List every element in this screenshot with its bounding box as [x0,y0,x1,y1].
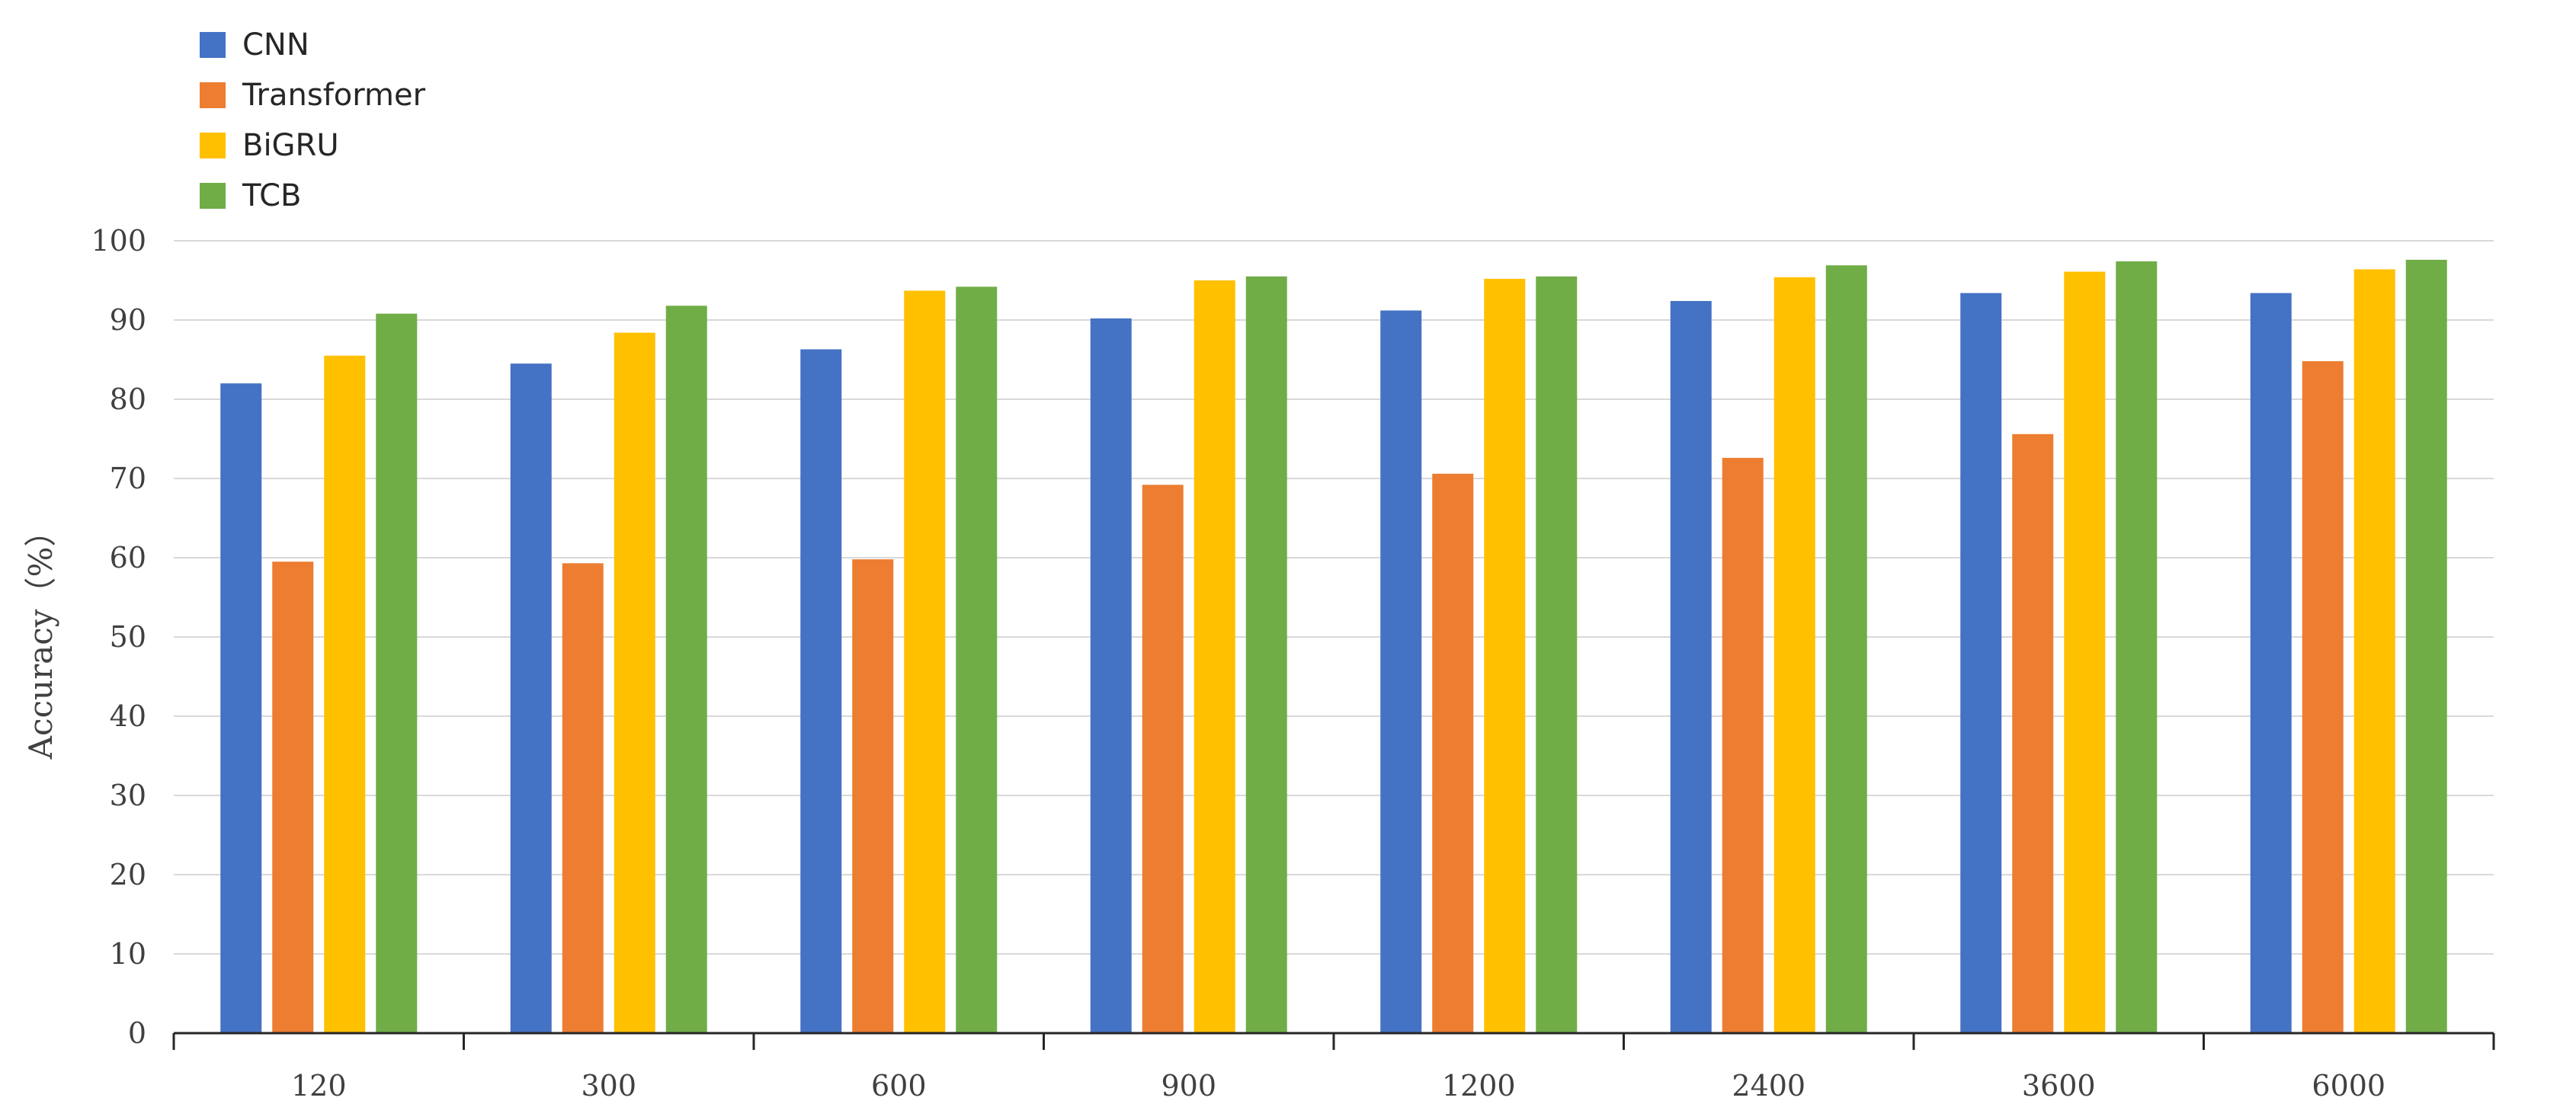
y-tick-label: 40 [110,699,146,733]
bar-transformer-6000 [2302,361,2344,1034]
legend-label: Transformer [242,78,426,113]
x-tick-label: 600 [871,1069,927,1102]
bar-transformer-1200 [1432,473,1474,1033]
bar-cnn-120 [220,383,262,1033]
legend-item-cnn: CNN [200,20,425,70]
y-tick-label: 100 [91,224,146,258]
legend-swatch [200,82,226,108]
bar-transformer-300 [562,563,604,1033]
legend-item-transformer: Transformer [200,70,425,120]
bar-tcb-900 [1245,276,1287,1033]
bar-tcb-600 [956,286,998,1033]
bar-cnn-600 [800,349,842,1034]
legend-swatch [200,133,226,158]
bar-bigru-120 [324,355,366,1033]
bar-bigru-300 [614,332,655,1033]
bar-cnn-1200 [1380,310,1422,1033]
bar-bigru-6000 [2353,269,2395,1033]
y-tick-label: 70 [110,462,146,495]
bar-tcb-1200 [1536,276,1578,1033]
bar-tcb-120 [376,313,418,1033]
y-tick-label: 20 [110,858,146,891]
bar-transformer-900 [1142,485,1184,1033]
legend-label: TCB [242,178,302,213]
legend-item-bigru: BiGRU [200,120,425,171]
legend-label: BiGRU [242,128,339,163]
x-tick-label: 2400 [1732,1069,1805,1102]
bar-bigru-2400 [1773,277,1815,1034]
y-tick-label: 60 [110,541,146,574]
legend-swatch [200,32,226,58]
y-tick-label: 10 [110,937,146,971]
legend-swatch [200,183,226,209]
bar-bigru-600 [904,290,946,1033]
y-tick-label: 90 [110,303,146,337]
bar-transformer-2400 [1722,457,1764,1033]
bar-cnn-2400 [1670,301,1712,1033]
x-tick-label: 1200 [1442,1069,1516,1102]
y-tick-label: 30 [110,779,146,812]
bar-transformer-600 [852,559,894,1033]
y-tick-label: 50 [110,620,146,654]
bar-transformer-3600 [2012,434,2054,1033]
bar-bigru-3600 [2064,271,2106,1033]
x-tick-label: 6000 [2312,1069,2385,1102]
bar-transformer-120 [272,562,314,1033]
y-tick-label: 80 [110,382,146,416]
bar-tcb-2400 [1825,265,1867,1033]
x-tick-label: 300 [581,1069,636,1102]
y-axis-title: Accuracy（%） [22,515,59,760]
bar-tcb-6000 [2405,259,2447,1034]
legend-label: CNN [242,27,309,62]
bar-bigru-900 [1193,280,1235,1033]
bar-cnn-300 [510,363,552,1033]
bar-cnn-3600 [1960,293,2002,1033]
bar-tcb-3600 [2116,261,2158,1033]
x-tick-label: 120 [291,1069,347,1102]
x-tick-label: 900 [1161,1069,1216,1102]
x-tick-label: 3600 [2022,1069,2096,1102]
y-tick-label: 0 [128,1016,146,1050]
chart-legend: CNN Transformer BiGRU TCB [200,20,425,221]
bar-bigru-1200 [1484,278,1526,1033]
bar-cnn-900 [1090,318,1132,1033]
legend-item-tcb: TCB [200,171,425,221]
bar-tcb-300 [665,306,707,1033]
bar-cnn-6000 [2250,293,2292,1033]
